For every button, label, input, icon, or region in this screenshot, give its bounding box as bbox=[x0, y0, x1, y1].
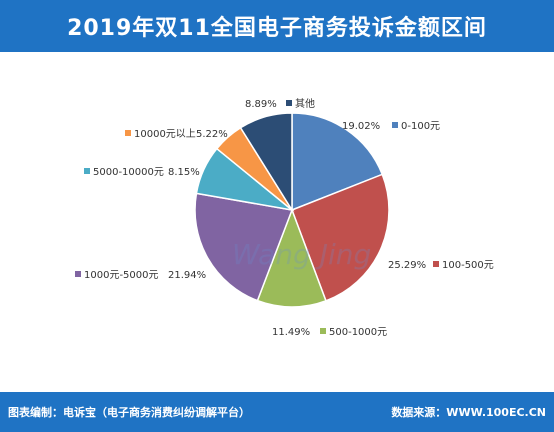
pie-chart-area: 19.02% 0-100元 25.29% 100-500元 11.49% 500-1000… bbox=[0, 52, 554, 392]
footer-credit: 图表编制：电诉宝（电子商务消费纠纷调解平台） bbox=[8, 406, 250, 419]
slice-category-label: 10000元以上 bbox=[134, 128, 196, 140]
pie-labels: 19.02% 0-100元 25.29% 100-500元 11.49% 500-1000… bbox=[75, 97, 494, 338]
slice-category-label: 5000-10000元 bbox=[93, 167, 164, 178]
slice-category-label: 1000元-5000元 bbox=[84, 270, 159, 281]
slice-percent-label: 25.29% bbox=[388, 260, 426, 271]
legend-swatch bbox=[433, 261, 439, 267]
pie-chart: 19.02% 0-100元 25.29% 100-500元 11.49% 500-1000… bbox=[75, 97, 494, 338]
legend-swatch bbox=[286, 100, 292, 106]
watermark-logo: Wang Jing bbox=[232, 238, 371, 271]
slice-percent-label: 19.02% bbox=[342, 121, 380, 132]
legend-swatch bbox=[125, 130, 131, 136]
slice-percent-label: 8.15% bbox=[168, 167, 200, 178]
footer-source: 数据来源：WWW.100EC.CN bbox=[391, 406, 546, 419]
slice-percent-label: 11.49% bbox=[272, 327, 310, 338]
pie-slices bbox=[194, 112, 390, 308]
legend-swatch bbox=[320, 328, 326, 334]
chart-title: 2019年双11全国电子商务投诉金额区间 bbox=[67, 16, 487, 41]
chart-footer: 图表编制：电诉宝（电子商务消费纠纷调解平台） 数据来源：WWW.100EC.CN bbox=[0, 392, 554, 432]
slice-percent-label: 8.89% bbox=[245, 99, 277, 110]
slice-category-label: 0-100元 bbox=[401, 121, 440, 132]
pie-slice bbox=[291, 112, 384, 212]
slice-category-label: 500-1000元 bbox=[329, 327, 387, 338]
slice-percent-label: 21.94% bbox=[168, 270, 206, 281]
chart-header: 2019年双11全国电子商务投诉金额区间 bbox=[0, 0, 554, 52]
legend-swatch bbox=[84, 168, 90, 174]
legend-swatch bbox=[75, 271, 81, 277]
pie-slice bbox=[256, 207, 327, 308]
legend-swatch bbox=[392, 122, 398, 128]
pie-slice bbox=[194, 192, 294, 302]
slice-percent-label: 5.22% bbox=[196, 129, 228, 140]
slice-category-label: 其他 bbox=[295, 97, 315, 110]
pie-slice bbox=[239, 112, 293, 213]
slice-category-label: 100-500元 bbox=[442, 260, 494, 271]
pie-slice bbox=[291, 173, 390, 302]
